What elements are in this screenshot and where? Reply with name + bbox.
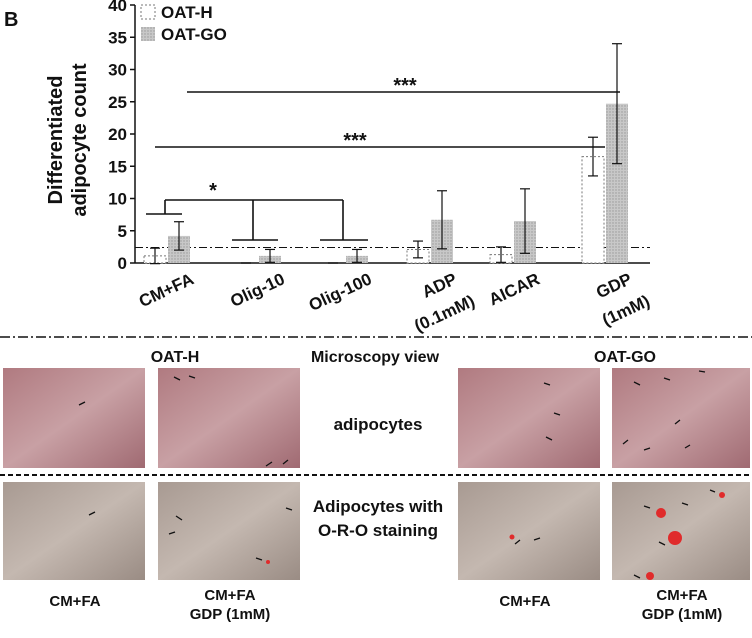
x-tick-label: GDP (593, 269, 634, 302)
panel-label: B (4, 9, 18, 31)
y-tick-label: 30 (108, 61, 127, 80)
x-tick-label: CM+FA (136, 269, 197, 311)
y-tick-label: 15 (108, 157, 127, 176)
legend-swatch (141, 27, 155, 41)
error-bar (352, 248, 362, 263)
y-tick-label: 35 (108, 28, 127, 47)
y-tick-label: 0 (118, 254, 127, 273)
column-header: OAT-GO (594, 349, 656, 366)
x-tick-label: ADP (419, 269, 460, 301)
legend-label: OAT-H (161, 3, 213, 22)
error-bar (413, 240, 423, 259)
annotation: *** (343, 130, 367, 152)
error-bar (437, 190, 447, 250)
column-label: CM+FA (499, 593, 550, 610)
annotation: * (209, 180, 217, 202)
annotation: *** (393, 75, 417, 97)
column-label: CM+FA (49, 593, 100, 610)
error-bar (265, 248, 275, 263)
column-label: GDP (1mM) (190, 606, 271, 623)
row-label: O-R-O staining (318, 521, 438, 540)
error-bar (496, 246, 506, 263)
bar (581, 156, 605, 264)
x-tick-label: Olig-10 (227, 269, 287, 311)
column-label: GDP (1mM) (642, 606, 723, 623)
x-tick-label: AICAR (486, 269, 543, 309)
y-tick-label: 5 (118, 222, 127, 241)
column-label: CM+FA (204, 587, 255, 604)
error-bar (612, 43, 622, 165)
column-header: Microscopy view (311, 349, 440, 366)
column-header: OAT-H (151, 349, 200, 366)
legend-swatch (140, 4, 156, 20)
y-axis-label: Differentiated (45, 76, 67, 205)
bar (606, 103, 628, 263)
error-bar (588, 136, 598, 177)
column-label: CM+FA (656, 587, 707, 604)
significance-lines (146, 91, 620, 241)
error-bar (150, 247, 160, 265)
x-tick-label: Olig-100 (306, 269, 375, 315)
row-label: Adipocytes with (313, 497, 443, 516)
error-bar (520, 188, 530, 254)
row-label: adipocytes (334, 415, 423, 434)
y-tick-label: 40 (108, 0, 127, 15)
y-tick-label: 10 (108, 190, 127, 209)
x-tick-label: (0.1mM) (411, 291, 477, 335)
y-tick-label: 25 (108, 93, 127, 112)
legend-label: OAT-GO (161, 25, 227, 44)
y-axis-label: adipocyte count (69, 63, 91, 217)
y-tick-label: 20 (108, 125, 127, 144)
micrographs (3, 368, 750, 580)
error-bar (174, 221, 184, 251)
